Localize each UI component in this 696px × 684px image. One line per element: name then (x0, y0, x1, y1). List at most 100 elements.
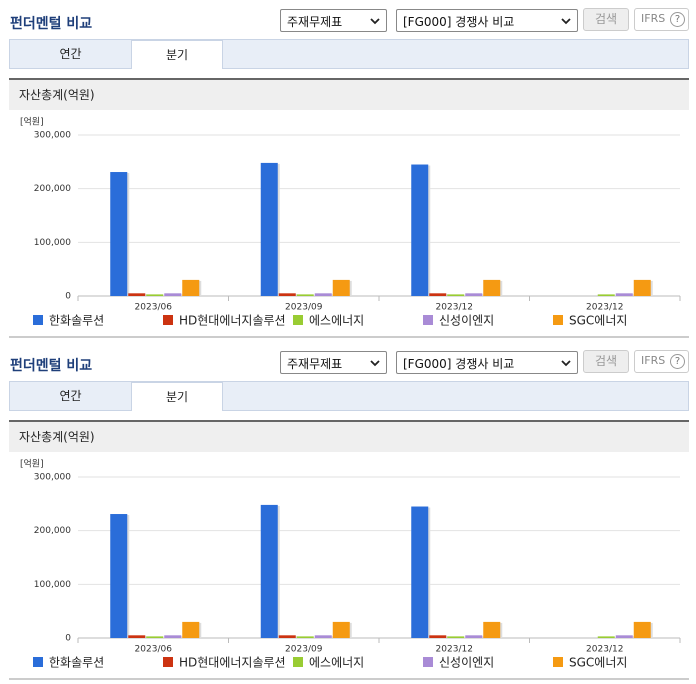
section-header: 자산총계(억원) (9, 420, 689, 452)
chart: [억원] 0 100,000 200,000 300,000 2023/06 2023/09… (9, 116, 689, 338)
y-unit: [억원] (20, 458, 44, 470)
x-tick-label: 2023/09 (285, 645, 323, 655)
y-tick-label: 300,000 (34, 473, 71, 483)
legend-swatch (163, 657, 173, 667)
bar (633, 621, 651, 638)
legend-swatch (293, 657, 303, 667)
select-text: 주재무제표 (287, 15, 343, 29)
bar (110, 172, 128, 296)
legend-label: SGC에너지 (569, 314, 627, 328)
help-icon[interactable]: ? (670, 354, 685, 369)
bar (465, 293, 483, 296)
x-tick-label: 2023/12 (436, 645, 473, 655)
search-button[interactable]: 검색 (583, 350, 629, 373)
select-text: [FG000] 경쟁사 비교 (403, 15, 515, 29)
x-tick-label: 2023/12 (436, 303, 473, 313)
bar (615, 293, 633, 296)
bar (182, 279, 200, 296)
legend-label: 한화솔루션 (49, 656, 104, 670)
bar (260, 162, 278, 296)
search-button[interactable]: 검색 (583, 8, 629, 31)
bar (314, 635, 332, 638)
help-icon[interactable]: ? (670, 12, 685, 27)
bar (164, 635, 182, 638)
bar (429, 293, 447, 296)
ifrs-box: IFRS? (634, 8, 689, 31)
legend-label: 신성이엔지 (439, 656, 494, 670)
period-tab[interactable]: 분기 (131, 40, 223, 69)
bar (296, 636, 314, 638)
y-tick-label: 200,000 (34, 526, 71, 536)
section-header: 자산총계(억원) (9, 78, 689, 110)
tab-bar (9, 39, 689, 69)
x-tick-label: 2023/06 (135, 645, 173, 655)
dropdown-arrow (561, 360, 571, 367)
legend-swatch (553, 657, 563, 667)
compare-select[interactable]: [FG000] 경쟁사 비교 (396, 9, 578, 32)
y-tick-label: 0 (65, 292, 71, 302)
y-tick-label: 0 (65, 634, 71, 644)
bar (146, 294, 164, 296)
period-tab[interactable]: 분기 (131, 382, 223, 411)
bar (597, 636, 615, 638)
dropdown-arrow (370, 360, 380, 367)
x-tick-label: 2023/06 (135, 303, 173, 313)
x-tick-label: 2023/12 (586, 645, 623, 655)
legend-label: HD현대에너지솔루션 (179, 314, 286, 328)
legend-swatch (553, 315, 563, 325)
y-unit: [억원] (20, 116, 44, 128)
ifrs-label: IFRS (641, 12, 666, 25)
legend-swatch (423, 315, 433, 325)
bar (633, 279, 651, 296)
dropdown-arrow (370, 18, 380, 25)
bar (465, 635, 483, 638)
period-tab[interactable]: 연간 (59, 389, 82, 403)
y-tick-label: 100,000 (34, 580, 71, 590)
legend-swatch (293, 315, 303, 325)
bar (260, 504, 278, 638)
legend-label: 한화솔루션 (49, 314, 104, 328)
legend-swatch (423, 657, 433, 667)
bar (483, 621, 501, 638)
legend-swatch (163, 315, 173, 325)
period-tab[interactable]: 연간 (59, 47, 82, 61)
bar (146, 636, 164, 638)
bar (615, 635, 633, 638)
legend-label: 에스에너지 (309, 656, 364, 670)
statement-select[interactable]: 주재무제표 (280, 9, 387, 32)
y-tick-label: 100,000 (34, 238, 71, 248)
compare-select[interactable]: [FG000] 경쟁사 비교 (396, 351, 578, 374)
bar (411, 164, 429, 296)
legend-label: 신성이엔지 (439, 314, 494, 328)
legend-label: HD현대에너지솔루션 (179, 656, 286, 670)
bar (164, 293, 182, 296)
panel: 펀더멘털 비교 주재무제표 [FG000] 경쟁사 비교 검색 IFRS? 연간 분기 자산총… (0, 342, 696, 684)
select-text: 주재무제표 (287, 357, 343, 371)
ifrs-label: IFRS (641, 354, 666, 367)
bar (128, 635, 146, 638)
bar (483, 279, 501, 296)
legend-label: SGC에너지 (569, 656, 627, 670)
dropdown-arrow (561, 18, 571, 25)
bar (296, 294, 314, 296)
x-tick-label: 2023/12 (586, 303, 623, 313)
statement-select[interactable]: 주재무제표 (280, 351, 387, 374)
y-tick-label: 200,000 (34, 184, 71, 194)
bar (332, 279, 350, 296)
panel-title: 펀더멘털 비교 (10, 16, 93, 32)
bar (314, 293, 332, 296)
panel: 펀더멘털 비교 주재무제표 [FG000] 경쟁사 비교 검색 IFRS? 연간 분기 자산총… (9, 8, 689, 338)
x-tick-label: 2023/09 (285, 303, 323, 313)
bar (128, 293, 146, 296)
y-tick-label: 300,000 (34, 131, 71, 141)
legend-swatch (33, 657, 43, 667)
bar (278, 635, 296, 638)
bar (110, 514, 128, 638)
tab-bar (9, 381, 689, 411)
panel-title: 펀더멘털 비교 (10, 358, 93, 374)
chart: [억원] 0 100,000 200,000 300,000 2023/06 2023/09… (9, 458, 689, 680)
legend-swatch (33, 315, 43, 325)
bar (411, 506, 429, 638)
ifrs-box: IFRS? (634, 350, 689, 373)
